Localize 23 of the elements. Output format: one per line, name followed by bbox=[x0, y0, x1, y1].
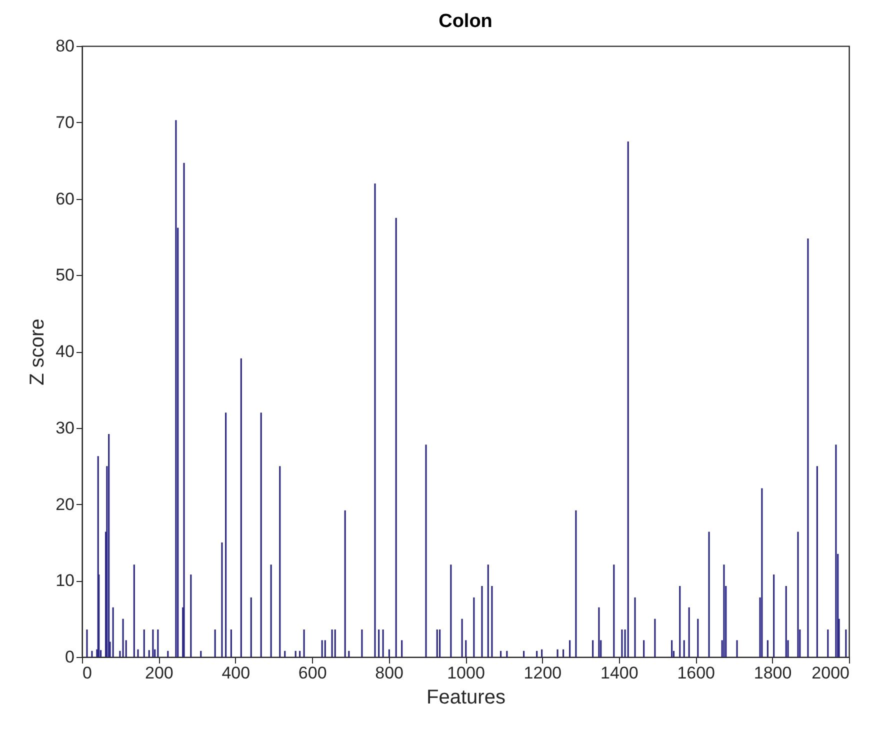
y-tick-label: 0 bbox=[65, 648, 74, 666]
y-tick-label: 40 bbox=[56, 342, 74, 361]
y-tick-label: 60 bbox=[56, 189, 74, 208]
chart-title: Colon bbox=[438, 11, 492, 32]
x-tick-label: 600 bbox=[298, 664, 327, 682]
y-tick-label: 70 bbox=[56, 112, 74, 132]
x-tick-label: 1200 bbox=[524, 664, 562, 682]
x-tick-label: 400 bbox=[222, 664, 250, 682]
y-axis-title: Z score bbox=[26, 318, 49, 386]
x-tick-label: 800 bbox=[375, 664, 404, 682]
x-tick-label: 0 bbox=[82, 664, 92, 682]
y-tick-label: 30 bbox=[56, 418, 74, 438]
y-tick-label: 20 bbox=[56, 494, 74, 514]
y-tick-label: 50 bbox=[56, 266, 74, 285]
x-tick-label: 1400 bbox=[600, 664, 638, 682]
x-tick-label: 200 bbox=[145, 664, 174, 682]
y-tick-label: 80 bbox=[56, 36, 74, 56]
y-tick-label: 10 bbox=[56, 571, 74, 590]
x-tick-label: 1800 bbox=[754, 664, 792, 682]
x-tick-label: 1600 bbox=[677, 664, 716, 682]
x-tick-label: 1000 bbox=[447, 664, 485, 682]
x-axis-title: Features bbox=[426, 686, 506, 708]
x-tick-label: 2000 bbox=[812, 664, 850, 682]
